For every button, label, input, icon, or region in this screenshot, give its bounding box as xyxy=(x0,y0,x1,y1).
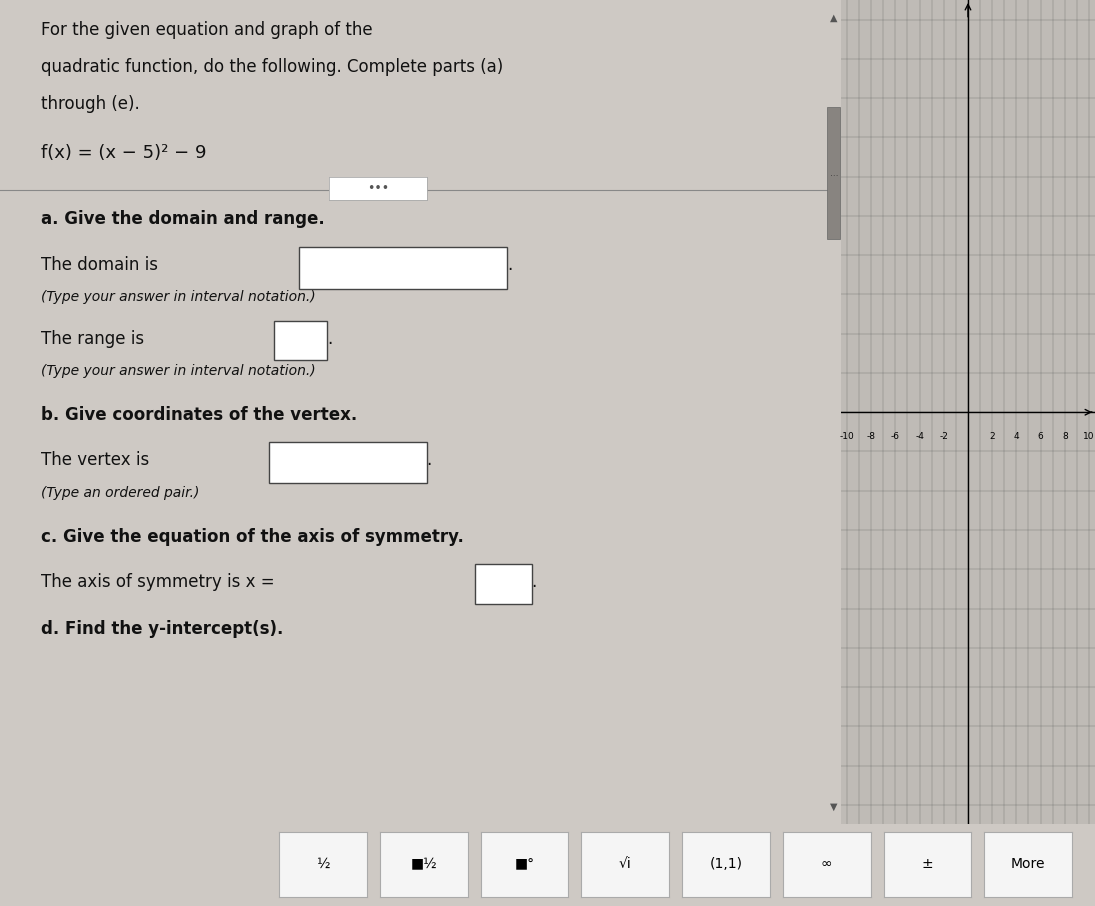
Text: (Type your answer in interval notation.): (Type your answer in interval notation.) xyxy=(42,364,316,379)
Text: The domain is: The domain is xyxy=(42,255,163,274)
Text: .: . xyxy=(531,573,537,591)
Text: b. Give coordinates of the vertex.: b. Give coordinates of the vertex. xyxy=(42,406,358,424)
FancyBboxPatch shape xyxy=(299,246,507,289)
Text: c. Give the equation of the axis of symmetry.: c. Give the equation of the axis of symm… xyxy=(42,527,464,545)
Text: The range is: The range is xyxy=(42,330,150,348)
Text: 8: 8 xyxy=(1062,432,1068,441)
Text: (1,1): (1,1) xyxy=(710,857,742,872)
Text: (5, − 9): (5, − 9) xyxy=(275,448,338,467)
Text: -10: -10 xyxy=(840,432,854,441)
Text: …: … xyxy=(830,169,838,178)
Text: 4: 4 xyxy=(1014,432,1019,441)
Text: √i: √i xyxy=(619,857,632,872)
Text: ▲: ▲ xyxy=(830,13,838,23)
Text: (Type your answer in interval notation.): (Type your answer in interval notation.) xyxy=(42,290,316,304)
Text: 6: 6 xyxy=(1038,432,1044,441)
Text: f(x) = (x − 5)² − 9: f(x) = (x − 5)² − 9 xyxy=(42,144,207,162)
Text: 5: 5 xyxy=(481,571,492,589)
Text: .: . xyxy=(427,451,431,469)
FancyBboxPatch shape xyxy=(475,564,531,603)
Text: The vertex is: The vertex is xyxy=(42,451,154,469)
Text: •••: ••• xyxy=(367,182,389,195)
FancyBboxPatch shape xyxy=(268,442,427,483)
Text: (−∞,∞): (−∞,∞) xyxy=(304,253,365,271)
Text: -6: -6 xyxy=(891,432,900,441)
Text: -2: -2 xyxy=(940,432,948,441)
Text: -8: -8 xyxy=(867,432,876,441)
Text: ■°: ■° xyxy=(515,857,534,872)
Text: ∞: ∞ xyxy=(821,857,832,872)
Text: 10: 10 xyxy=(1083,432,1095,441)
Text: ±: ± xyxy=(922,857,933,872)
Text: (Type an ordered pair.): (Type an ordered pair.) xyxy=(42,487,199,500)
Text: a. Give the domain and range.: a. Give the domain and range. xyxy=(42,210,325,228)
Text: 2: 2 xyxy=(990,432,995,441)
FancyBboxPatch shape xyxy=(828,107,840,239)
Text: .: . xyxy=(507,255,512,274)
Text: through (e).: through (e). xyxy=(42,95,140,113)
Text: -4: -4 xyxy=(915,432,924,441)
Text: For the given equation and graph of the: For the given equation and graph of the xyxy=(42,21,373,39)
Text: ■½: ■½ xyxy=(411,857,437,872)
Text: The axis of symmetry is x =: The axis of symmetry is x = xyxy=(42,573,280,591)
Text: d. Find the y-intercept(s).: d. Find the y-intercept(s). xyxy=(42,620,284,638)
Text: quadratic function, do the following. Complete parts (a): quadratic function, do the following. Co… xyxy=(42,58,504,76)
Text: More: More xyxy=(1011,857,1046,872)
FancyBboxPatch shape xyxy=(275,321,327,361)
Text: .: . xyxy=(327,330,333,348)
Text: ▼: ▼ xyxy=(830,802,838,812)
Text: ½: ½ xyxy=(316,857,330,872)
